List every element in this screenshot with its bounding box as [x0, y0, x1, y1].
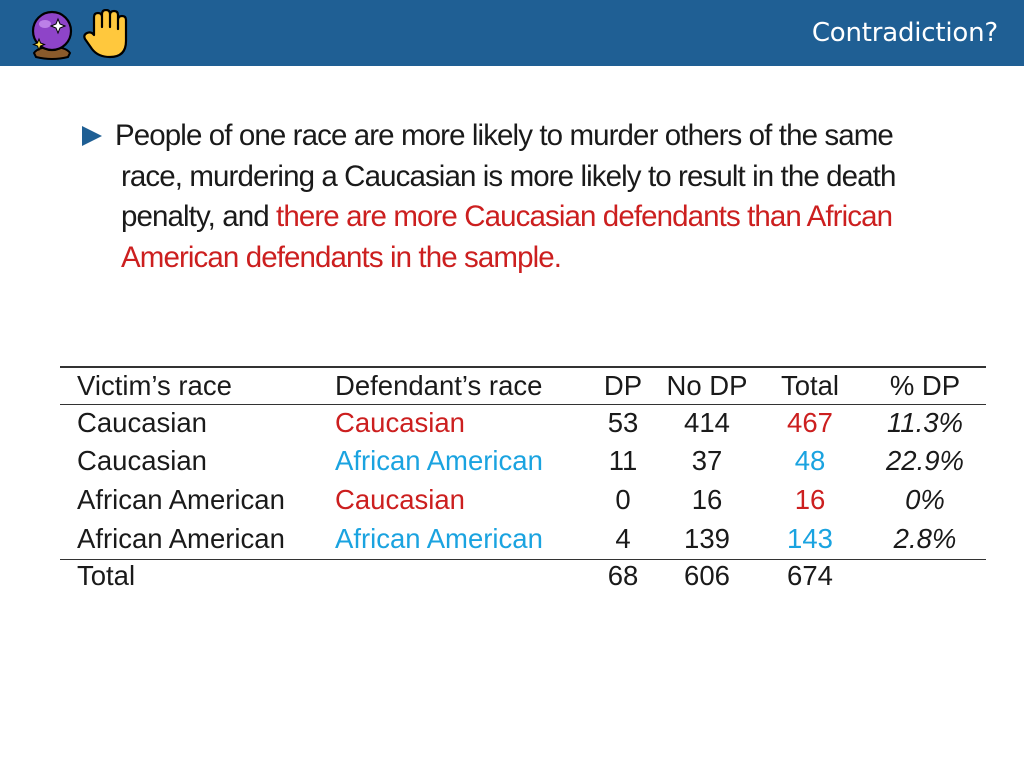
cell-defendant: African American [335, 445, 543, 476]
cell-no-dp: 414 [684, 407, 730, 438]
bullet-text: People of one race are more likely to mu… [115, 116, 922, 278]
death-penalty-table: Victim’s race Defendant’s race DP No DP … [60, 366, 986, 594]
cell-pct-dp: 2.8% [864, 519, 986, 560]
cell-empty [335, 560, 588, 595]
cell-dp: 11 [608, 445, 638, 476]
bullet-text-plain: People of one race are more likely to mu… [115, 119, 896, 233]
raised-hand-icon [83, 8, 128, 59]
table-row: African American African American 4 139 … [60, 519, 986, 560]
cell-victim: African American [60, 519, 335, 560]
header-victim-race: Victim’s race [60, 366, 335, 405]
table-total-row: Total 68 606 674 [60, 560, 986, 595]
crystal-ball-icon [31, 10, 73, 60]
cell-total: 48 [794, 445, 826, 476]
slide-title: Contradiction? [811, 18, 998, 48]
cell-no-dp: 16 [691, 484, 723, 515]
table-row: Caucasian African American 11 37 48 22.9… [60, 441, 986, 481]
table-header-row: Victim’s race Defendant’s race DP No DP … [60, 366, 986, 405]
cell-total: 143 [756, 519, 864, 560]
header-no-dp: No DP [658, 366, 756, 405]
cell-dp: 0 [615, 484, 631, 515]
cell-total: 467 [787, 407, 833, 438]
cell-defendant: Caucasian [335, 407, 465, 438]
table-row: African American Caucasian 0 16 16 0% [60, 481, 986, 519]
cell-pct-dp: 11.3% [887, 407, 963, 438]
cell-total-label: Total [77, 560, 136, 591]
header-defendant-race: Defendant’s race [335, 366, 588, 405]
cell-empty [864, 560, 986, 595]
cell-total-no-dp: 606 [684, 560, 730, 591]
cell-total: 16 [794, 484, 826, 515]
table-row: Caucasian Caucasian 53 414 467 11.3% [60, 405, 986, 442]
cell-no-dp: 139 [658, 519, 756, 560]
header-icons [28, 8, 138, 66]
cell-defendant: Caucasian [335, 484, 465, 515]
header-pct-dp: % DP [864, 366, 986, 405]
cell-victim: Caucasian [77, 407, 207, 438]
cell-dp: 53 [607, 407, 639, 438]
cell-dp: 4 [588, 519, 658, 560]
bullet-point: People of one race are more likely to mu… [82, 116, 922, 278]
bullet-triangle-icon [82, 126, 102, 146]
header-dp: DP [588, 366, 658, 405]
bullet-text-highlight: there are more Caucasian defendants than… [121, 200, 893, 274]
header-bar: Contradiction? [0, 0, 1024, 66]
cell-total-dp: 68 [607, 560, 639, 591]
header-total: Total [756, 366, 864, 405]
cell-victim: Caucasian [77, 445, 207, 476]
cell-pct-dp: 22.9% [886, 445, 964, 476]
cell-total-total: 674 [787, 560, 833, 591]
cell-victim: African American [77, 484, 285, 515]
cell-no-dp: 37 [691, 445, 723, 476]
cell-pct-dp: 0% [905, 484, 945, 515]
cell-defendant: African American [335, 519, 588, 560]
